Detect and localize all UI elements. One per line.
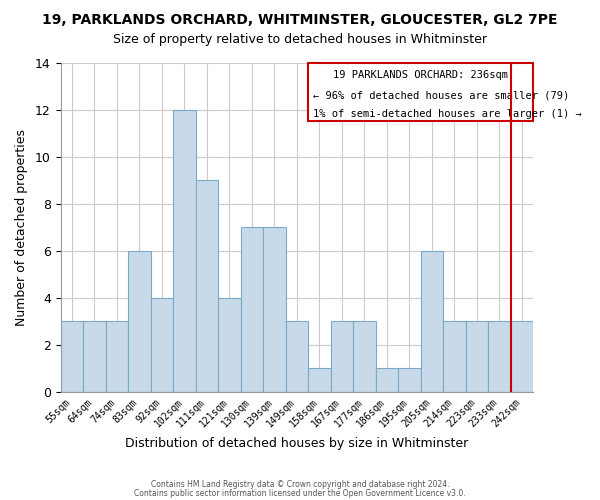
Bar: [398, 368, 421, 392]
Bar: [83, 321, 106, 392]
Bar: [353, 321, 376, 392]
Text: Contains HM Land Registry data © Crown copyright and database right 2024.: Contains HM Land Registry data © Crown c…: [151, 480, 449, 489]
Bar: [128, 250, 151, 392]
Bar: [376, 368, 398, 392]
Bar: [263, 227, 286, 392]
X-axis label: Distribution of detached houses by size in Whitminster: Distribution of detached houses by size …: [125, 437, 469, 450]
Bar: [241, 227, 263, 392]
Bar: [511, 321, 533, 392]
Bar: [196, 180, 218, 392]
Bar: [331, 321, 353, 392]
Text: 19, PARKLANDS ORCHARD, WHITMINSTER, GLOUCESTER, GL2 7PE: 19, PARKLANDS ORCHARD, WHITMINSTER, GLOU…: [42, 12, 558, 26]
Bar: [106, 321, 128, 392]
Y-axis label: Number of detached properties: Number of detached properties: [15, 128, 28, 326]
Bar: [421, 250, 443, 392]
Bar: [61, 321, 83, 392]
Text: 1% of semi-detached houses are larger (1) →: 1% of semi-detached houses are larger (1…: [313, 109, 581, 119]
Bar: [443, 321, 466, 392]
Text: Contains public sector information licensed under the Open Government Licence v3: Contains public sector information licen…: [134, 488, 466, 498]
Text: ← 96% of detached houses are smaller (79): ← 96% of detached houses are smaller (79…: [313, 90, 569, 101]
Bar: [466, 321, 488, 392]
Text: Size of property relative to detached houses in Whitminster: Size of property relative to detached ho…: [113, 32, 487, 46]
Bar: [488, 321, 511, 392]
Bar: [286, 321, 308, 392]
Bar: [151, 298, 173, 392]
FancyBboxPatch shape: [308, 62, 533, 122]
Bar: [308, 368, 331, 392]
Bar: [173, 110, 196, 392]
Bar: [218, 298, 241, 392]
Text: 19 PARKLANDS ORCHARD: 236sqm: 19 PARKLANDS ORCHARD: 236sqm: [333, 70, 508, 81]
